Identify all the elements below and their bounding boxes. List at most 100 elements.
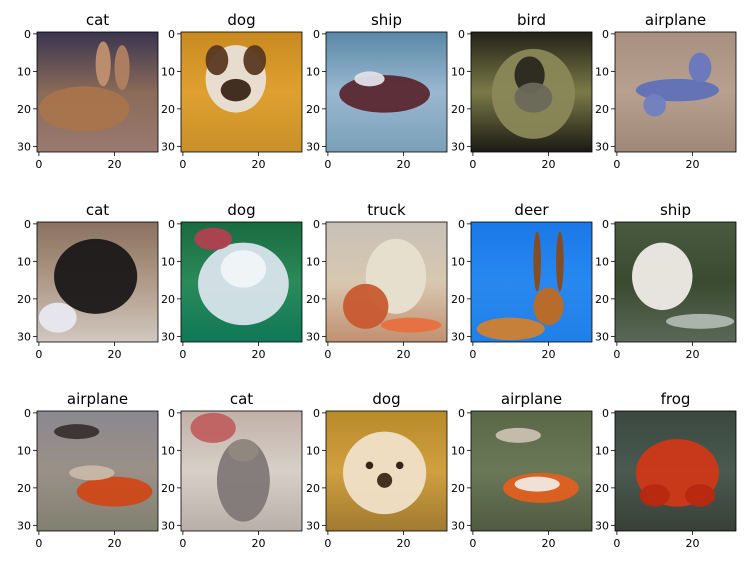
x-tick-label: 20	[108, 348, 122, 361]
axes-frame	[180, 31, 303, 153]
y-tick-label: 10	[306, 444, 320, 457]
image-region	[495, 427, 541, 443]
panel-12: cat 0 20 0 10 20 30	[161, 390, 303, 550]
x-tick-label: 20	[252, 537, 266, 550]
image-region	[69, 465, 115, 481]
axes-frame	[614, 410, 737, 532]
y-tick-label: 0	[458, 218, 465, 231]
x-tick-label: 0	[324, 348, 331, 361]
image-region	[76, 476, 153, 507]
image-region	[514, 82, 553, 113]
x-tick-label: 20	[542, 537, 556, 550]
image-region	[228, 439, 259, 462]
panel-4: bird 0 20 0 10 20 30	[451, 11, 593, 171]
y-tick-label: 30	[306, 330, 320, 343]
axes-frame	[325, 221, 448, 343]
y-tick-label: 0	[602, 28, 609, 41]
y-tick-label: 30	[595, 330, 609, 343]
y-tick-label: 10	[17, 255, 31, 268]
panel-image	[471, 32, 592, 152]
image-region	[38, 302, 77, 333]
panel-image	[181, 32, 302, 152]
x-tick-label: 20	[108, 158, 122, 171]
y-tick-label: 10	[161, 444, 175, 457]
y-tick-label: 20	[306, 103, 320, 116]
image-region	[54, 424, 100, 440]
y-tick-label: 0	[602, 407, 609, 420]
panel-title: ship	[371, 11, 402, 29]
panel-15: frog 0 20 0 10 20 30	[595, 390, 737, 550]
panel-1: cat 0 20 0 10 20 30	[17, 11, 159, 171]
y-tick-label: 20	[595, 482, 609, 495]
panel-3: ship 0 20 0 10 20 30	[306, 11, 448, 171]
image-region	[533, 287, 564, 326]
image-region	[354, 71, 385, 87]
panel-image	[471, 411, 592, 531]
y-tick-label: 20	[306, 293, 320, 306]
image-region	[514, 476, 560, 492]
y-tick-label: 10	[451, 255, 465, 268]
y-tick-label: 0	[168, 407, 175, 420]
panel-title: bird	[517, 11, 546, 29]
x-tick-label: 0	[324, 537, 331, 550]
image-region	[365, 461, 374, 470]
y-tick-label: 20	[17, 103, 31, 116]
panel-title: dog	[227, 201, 255, 219]
x-tick-label: 0	[469, 158, 476, 171]
image-region	[114, 45, 130, 91]
panel-11: airplane 0 20 0 10 20 30	[17, 390, 159, 550]
x-tick-label: 20	[252, 348, 266, 361]
y-tick-label: 20	[306, 482, 320, 495]
y-tick-label: 0	[602, 218, 609, 231]
y-tick-label: 30	[595, 140, 609, 153]
x-tick-label: 20	[108, 537, 122, 550]
y-tick-label: 30	[17, 519, 31, 532]
image-region	[380, 317, 442, 333]
image-region	[216, 439, 270, 522]
y-tick-label: 0	[313, 218, 320, 231]
y-tick-label: 30	[306, 519, 320, 532]
image-region	[395, 461, 404, 470]
panel-title: cat	[86, 11, 109, 29]
y-tick-label: 10	[17, 444, 31, 457]
y-tick-label: 10	[595, 65, 609, 78]
y-tick-label: 30	[451, 140, 465, 153]
y-tick-label: 10	[17, 65, 31, 78]
panel-8: truck 0 20 0 10 20 30	[306, 201, 448, 361]
panel-13: dog 0 20 0 10 20 30	[306, 390, 448, 550]
image-region	[243, 45, 267, 76]
x-tick-label: 0	[179, 348, 186, 361]
x-tick-label: 0	[613, 158, 620, 171]
y-tick-label: 0	[313, 28, 320, 41]
image-region	[666, 313, 735, 329]
axes-frame	[470, 221, 593, 343]
image-region	[190, 412, 236, 443]
panel-title: airplane	[645, 11, 706, 29]
image-region	[54, 238, 138, 314]
y-tick-label: 10	[306, 255, 320, 268]
x-tick-label: 20	[686, 348, 700, 361]
x-tick-label: 0	[179, 158, 186, 171]
image-region	[632, 242, 693, 311]
y-tick-label: 30	[161, 519, 175, 532]
y-tick-label: 10	[161, 65, 175, 78]
axes-frame	[470, 31, 593, 153]
image-region	[194, 227, 233, 251]
x-tick-label: 20	[397, 348, 411, 361]
y-tick-label: 20	[17, 293, 31, 306]
image-region	[643, 93, 667, 117]
panel-title: cat	[86, 201, 109, 219]
x-tick-label: 0	[324, 158, 331, 171]
image-region	[556, 231, 564, 292]
panel-title: cat	[230, 390, 253, 408]
panel-title: frog	[661, 390, 691, 408]
panel-5: airplane 0 20 0 10 20 30	[595, 11, 737, 171]
axes-frame	[36, 31, 159, 153]
panel-image	[615, 411, 736, 531]
y-tick-label: 0	[24, 407, 31, 420]
x-tick-label: 20	[542, 158, 556, 171]
y-tick-label: 10	[595, 444, 609, 457]
axes-frame	[325, 31, 448, 153]
